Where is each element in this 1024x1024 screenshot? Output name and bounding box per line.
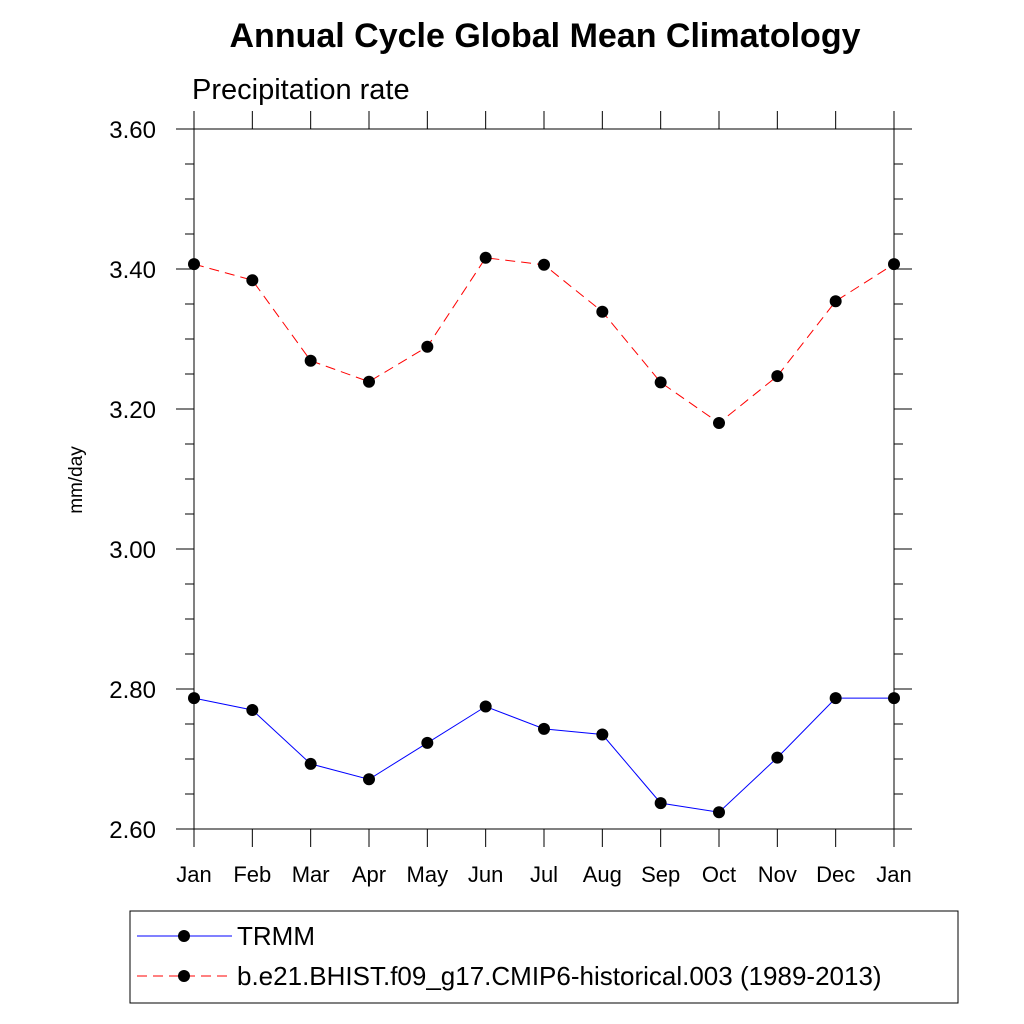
- x-tick-label: May: [407, 862, 449, 887]
- data-point: [421, 736, 434, 749]
- x-tick-label: Dec: [816, 862, 855, 887]
- axes: 2.60 2.80 3.00 3.20 3.40 3.60 Jan Feb Mar Apr May J…: [109, 111, 912, 887]
- data-point: [479, 251, 492, 264]
- series-line: [193, 257, 895, 424]
- y-tick-label: 3.00: [109, 537, 156, 564]
- x-tick-label: Oct: [702, 862, 736, 887]
- series-2: [188, 251, 900, 429]
- x-tick-label: Feb: [233, 862, 271, 887]
- x-tick-label: Jan: [876, 862, 911, 887]
- series-layer: [188, 251, 900, 819]
- data-point: [888, 692, 900, 705]
- data-point: [188, 692, 200, 705]
- data-point: [363, 773, 375, 786]
- series-1: [188, 692, 900, 819]
- legend-label: TRMM: [237, 921, 315, 951]
- data-point: [363, 375, 375, 388]
- y-tick-label: 3.20: [109, 397, 156, 424]
- x-tick-label: Sep: [641, 862, 680, 887]
- data-point: [829, 295, 842, 308]
- x-tick-label: Apr: [352, 862, 386, 887]
- chart-title: Annual Cycle Global Mean Climatology: [230, 17, 861, 55]
- data-point: [771, 370, 784, 383]
- data-point: [771, 751, 784, 764]
- y-axis-label: mm/day: [66, 446, 87, 514]
- y-tick-label: 3.60: [109, 117, 156, 144]
- legend-marker: [178, 970, 190, 982]
- x-tick-label: Nov: [758, 862, 797, 887]
- chart-subtitle: Precipitation rate: [192, 74, 410, 106]
- legend-marker: [178, 930, 190, 942]
- data-point: [829, 692, 842, 705]
- x-tick-label: Jul: [530, 862, 558, 887]
- x-tick-label: Jan: [176, 862, 211, 887]
- data-point: [188, 258, 200, 271]
- data-point: [304, 757, 317, 770]
- data-point: [713, 806, 725, 819]
- data-point: [596, 728, 609, 741]
- data-point: [596, 305, 609, 318]
- data-point: [538, 722, 550, 735]
- data-point: [246, 274, 259, 287]
- x-tick-label: Aug: [583, 862, 622, 887]
- legend-box: [129, 910, 959, 1004]
- data-point: [479, 700, 492, 713]
- data-point: [538, 258, 550, 271]
- x-tick-label: Jun: [468, 862, 503, 887]
- data-point: [654, 376, 667, 389]
- data-point: [421, 340, 434, 353]
- legend-label: b.e21.BHIST.f09_g17.CMIP6-historical.003…: [237, 961, 882, 991]
- x-tick-label: Mar: [292, 862, 330, 887]
- y-tick-label: 2.60: [109, 817, 156, 844]
- data-point: [654, 797, 667, 810]
- y-tick-label: 3.40: [109, 257, 156, 284]
- data-point: [713, 417, 725, 429]
- data-point: [246, 704, 259, 716]
- series-line: [193, 697, 894, 813]
- data-point: [304, 354, 317, 367]
- legend: TRMM b.e21.BHIST.f09_g17.CMIP6-historical…: [129, 910, 959, 1004]
- data-point: [888, 258, 900, 271]
- y-tick-label: 2.80: [109, 677, 156, 704]
